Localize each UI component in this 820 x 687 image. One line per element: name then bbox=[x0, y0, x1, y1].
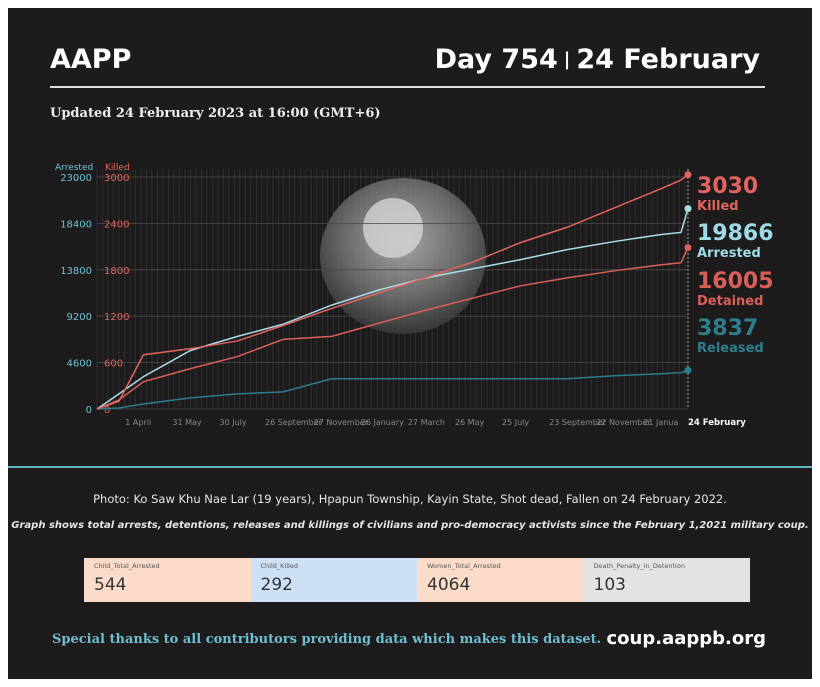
series-final-value: 19866 bbox=[697, 221, 774, 246]
kpi-row: Child_Total_Arrested 544 Child_Killed 292 … bbox=[84, 558, 750, 602]
kpi-label: Death_Penalty_in_Detention bbox=[593, 562, 685, 570]
section-divider bbox=[8, 466, 812, 468]
right-tick-label: 1200 bbox=[104, 312, 129, 323]
brand-title: AAPP bbox=[50, 44, 132, 75]
left-tick-label: 18400 bbox=[60, 219, 92, 230]
kpi-women-arrested: Women_Total_Arrested 4064 bbox=[417, 558, 584, 602]
day-date: 24 February bbox=[576, 44, 760, 75]
photo-caption: Photo: Ko Saw Khu Nae Lar (19 years), Hp… bbox=[93, 492, 727, 506]
series-endpoint-arrested bbox=[684, 205, 692, 213]
victim-photo-face bbox=[363, 198, 423, 258]
x-tick-label: 30 July bbox=[219, 418, 246, 427]
right-axis-label: Killed bbox=[105, 163, 130, 173]
day-count: Day 754 bbox=[434, 44, 558, 75]
left-tick-label: 23000 bbox=[60, 173, 92, 184]
site-link[interactable]: coup.aappb.org bbox=[606, 628, 767, 649]
kpi-value: 292 bbox=[260, 575, 293, 595]
kpi-child-arrested: Child_Total_Arrested 544 bbox=[84, 558, 251, 602]
header-divider bbox=[50, 86, 765, 88]
x-tick-label: 31 May bbox=[172, 418, 202, 427]
right-tick-label: 0 bbox=[104, 405, 110, 416]
x-tick-label: 27 March bbox=[408, 418, 445, 427]
updated-timestamp: Updated 24 February 2023 at 16:00 (GMT+6… bbox=[50, 106, 381, 121]
kpi-value: 544 bbox=[94, 575, 127, 595]
left-tick-label: 13800 bbox=[60, 266, 92, 277]
x-tick-label: 24 February bbox=[688, 418, 746, 428]
x-tick-label: 1 April bbox=[125, 418, 151, 427]
right-tick-label: 2400 bbox=[104, 219, 129, 230]
series-final-label: Detained bbox=[697, 294, 763, 309]
series-final-value: 3030 bbox=[697, 174, 758, 199]
title-separator: | bbox=[563, 49, 571, 70]
thanks-note: Special thanks to all contributors provi… bbox=[52, 632, 602, 647]
cumulative-chart: 0 0 4600 600 9200 1200 13800 1800 18400 2400 23000… bbox=[55, 163, 774, 428]
series-final-label: Released bbox=[697, 341, 764, 356]
series-line-detained bbox=[96, 247, 689, 410]
x-tick-label: 23 September bbox=[549, 418, 607, 427]
x-tick-label: 22 November bbox=[596, 418, 651, 427]
x-tick-label: 27 November bbox=[314, 418, 369, 427]
right-tick-label: 1800 bbox=[104, 266, 129, 277]
x-tick-label: 26 May bbox=[455, 418, 485, 427]
x-tick-label: 25 July bbox=[502, 418, 529, 427]
series-line-killed bbox=[96, 174, 689, 410]
x-tick-label: 26 September bbox=[265, 418, 323, 427]
series-endpoint-killed bbox=[684, 171, 692, 179]
series-line-released bbox=[96, 369, 689, 410]
left-tick-label: 0 bbox=[86, 405, 92, 416]
x-tick-label: 26 January bbox=[361, 418, 404, 427]
kpi-death-penalty: Death_Penalty_in_Detention 103 bbox=[583, 558, 750, 602]
series-final-label: Arrested bbox=[697, 246, 761, 261]
series-line-arrested bbox=[96, 208, 689, 410]
right-tick-label: 3000 bbox=[104, 173, 129, 184]
kpi-label: Women_Total_Arrested bbox=[427, 562, 501, 570]
graph-note: Graph shows total arrests, detentions, r… bbox=[11, 520, 809, 531]
day-title: Day 754 | 24 February bbox=[435, 44, 760, 75]
kpi-value: 4064 bbox=[427, 575, 471, 595]
series-final-value: 3837 bbox=[697, 316, 758, 341]
kpi-value: 103 bbox=[593, 575, 626, 595]
x-tick-label: 21 Janua bbox=[643, 418, 678, 427]
kpi-label: Child_Total_Arrested bbox=[94, 562, 160, 570]
left-tick-label: 4600 bbox=[67, 359, 92, 370]
right-tick-label: 600 bbox=[104, 359, 123, 370]
kpi-label: Child_Killed bbox=[260, 562, 298, 570]
series-endpoint-released bbox=[684, 366, 692, 374]
series-endpoint-detained bbox=[684, 244, 692, 252]
infographic-card: AAPP Day 754 | 24 February Updated 24 Febr… bbox=[8, 8, 812, 679]
left-axis-label: Arrested bbox=[55, 163, 93, 173]
left-tick-label: 9200 bbox=[67, 312, 92, 323]
series-final-label: Killed bbox=[697, 199, 739, 214]
kpi-child-killed: Child_Killed 292 bbox=[250, 558, 417, 602]
series-final-value: 16005 bbox=[697, 269, 774, 294]
